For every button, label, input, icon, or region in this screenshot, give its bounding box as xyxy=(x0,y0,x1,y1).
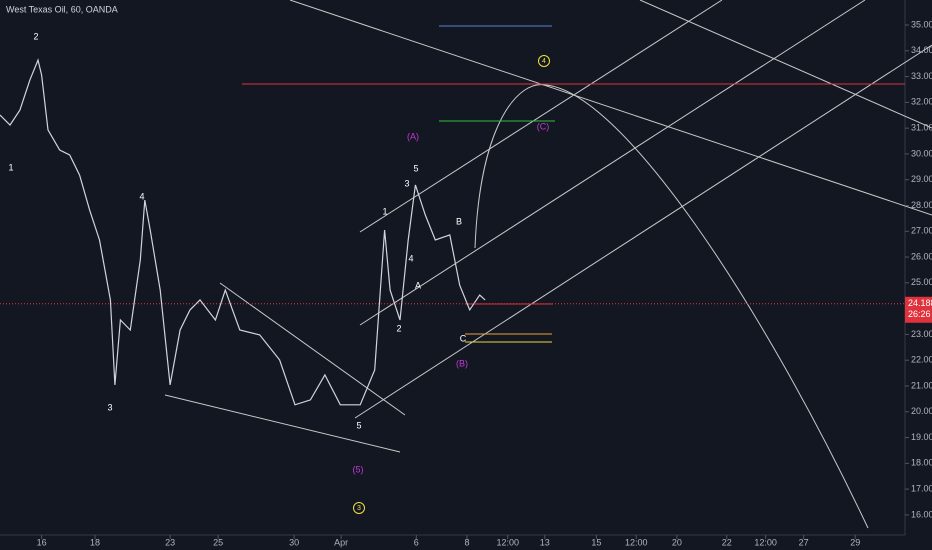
x-tick-label: 18 xyxy=(90,537,100,547)
y-tick-label: 25.000 xyxy=(911,277,932,287)
x-tick-label: 22 xyxy=(722,537,732,547)
x-tick-label: 16 xyxy=(37,537,47,547)
x-tick-label: 20 xyxy=(672,537,682,547)
y-tick-label: 23.000 xyxy=(911,329,932,339)
x-tick-label: 25 xyxy=(213,537,223,547)
channel-line xyxy=(354,44,932,419)
channel-line xyxy=(359,0,866,326)
y-tick-label: 30.000 xyxy=(911,148,932,158)
channel-line xyxy=(359,0,723,233)
chart-title: West Texas Oil, 60, OANDA xyxy=(6,4,118,14)
y-tick-label: 27.000 xyxy=(911,226,932,236)
wave-label: 1 xyxy=(8,162,13,172)
wave-label: C xyxy=(460,333,467,343)
wave-label: (C) xyxy=(537,121,550,131)
wave-label: 1 xyxy=(382,206,387,216)
wave-label: 2 xyxy=(33,31,38,41)
wave-label: (5) xyxy=(353,464,364,474)
y-tick-label: 31.000 xyxy=(911,123,932,133)
wave-label: 4 xyxy=(139,191,144,201)
x-tick-label: 23 xyxy=(165,537,175,547)
projection-arc xyxy=(474,84,869,529)
y-tick-label: 20.000 xyxy=(911,406,932,416)
x-tick-label: 27 xyxy=(799,537,809,547)
y-tick-label: 35.000 xyxy=(911,19,932,29)
y-tick-label: 21.000 xyxy=(911,380,932,390)
x-tick-label: 8 xyxy=(464,537,469,547)
y-tick-label: 34.000 xyxy=(911,45,932,55)
y-tick-label: 17.000 xyxy=(911,483,932,493)
wave-circle xyxy=(353,502,365,514)
x-tick-label: 30 xyxy=(289,537,299,547)
wave-label: B xyxy=(456,216,462,226)
x-tick-label: 6 xyxy=(414,537,419,547)
y-tick-label: 29.000 xyxy=(911,174,932,184)
x-tick-label: 13 xyxy=(540,537,550,547)
countdown: 26:26 xyxy=(908,309,931,319)
wave-label: 5 xyxy=(413,163,418,173)
axes: 16.000 17.000 18.000 19.000 20.000 21.000 22.0… xyxy=(37,19,932,547)
wave-label: A xyxy=(415,280,421,290)
trendline xyxy=(219,282,406,416)
price-line xyxy=(0,58,486,406)
y-tick-label: 32.000 xyxy=(911,97,932,107)
y-tick-label: 28.000 xyxy=(911,200,932,210)
trendline xyxy=(289,0,932,216)
wave-label: 2 xyxy=(396,323,401,333)
wave-label: 3 xyxy=(357,505,361,512)
y-tick-label: 19.000 xyxy=(911,432,932,442)
wave-label: 3 xyxy=(404,178,409,188)
y-tick-label: 22.000 xyxy=(911,355,932,365)
wave-label: (B) xyxy=(456,358,468,368)
y-tick-label: 16.000 xyxy=(911,509,932,519)
wave-label: 5 xyxy=(356,420,361,430)
x-tick-label: 29 xyxy=(850,537,860,547)
trendline xyxy=(164,394,401,453)
y-tick-label: 33.000 xyxy=(911,71,932,81)
wave-label: (A) xyxy=(407,131,419,141)
wave-circle xyxy=(538,55,550,67)
price-tag xyxy=(905,296,932,323)
y-tick-label: 18.000 xyxy=(911,458,932,468)
x-tick-label: Apr xyxy=(334,537,348,547)
y-tick-label: 26.000 xyxy=(911,251,932,261)
wave-label: 4 xyxy=(542,58,546,65)
wave-label: 4 xyxy=(408,253,413,263)
drawings xyxy=(164,0,932,529)
x-tick-label: 12:00 xyxy=(625,537,648,547)
last-price-label: 24.188 xyxy=(908,298,932,308)
x-tick-label: 12:00 xyxy=(754,537,777,547)
x-tick-label: 12:00 xyxy=(496,537,519,547)
x-tick-label: 15 xyxy=(591,537,601,547)
wave-label: 3 xyxy=(107,402,112,412)
